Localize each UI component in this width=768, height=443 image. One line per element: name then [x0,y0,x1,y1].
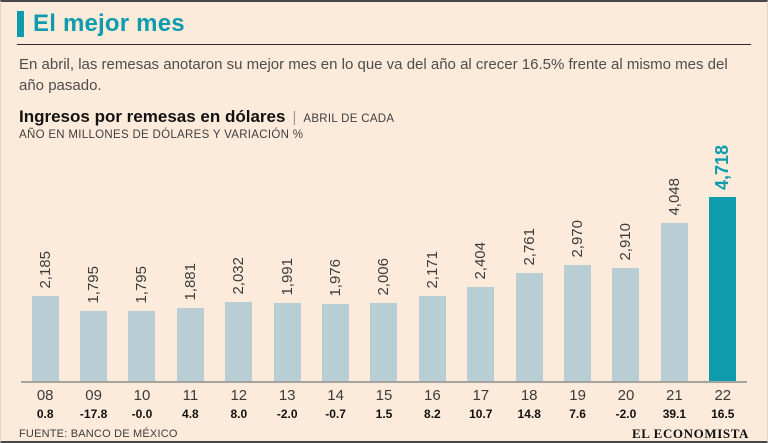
bar-column: 2,171 [418,251,446,381]
brand-logo: EL ECONOMISTA [632,425,749,441]
chart-columns: 2,185 1,795 1,795 1,881 2,032 1,991 1,976 2,006… [21,145,747,381]
bar [418,295,446,381]
chart-title: Ingresos por remesas en dólares [19,106,286,126]
year-label: 11 [182,386,199,404]
bar-highlighted [709,196,737,381]
variation-label: 7.6 [569,406,586,421]
year-label: 18 [520,386,538,404]
bar-column: 1,976 [322,259,350,381]
year-label: 19 [569,386,586,404]
header: El mejor mes [17,10,751,38]
year-label: 22 [714,386,732,404]
year-row: 08 09 10 11 12 13 14 15 16 17 18 19 20 21 22 [21,387,747,404]
year-label: 14 [327,386,344,404]
chart-subtitle-top: ABRIL DE CADA [303,112,395,125]
bar-column: 4,718 [709,144,737,381]
year-label: 20 [617,386,635,404]
year-label: 15 [375,386,393,404]
bar-value-label: 4,048 [665,178,683,216]
bar-value-label: 2,171 [423,251,441,289]
variation-label: 14.8 [517,406,541,421]
bar-column: 2,910 [612,223,640,381]
variation-label: 0.8 [36,406,54,421]
bar [128,310,156,381]
year-label: 12 [230,386,248,404]
bar-column: 2,404 [467,242,495,381]
bar-column: 1,795 [80,266,108,381]
page-title: El mejor mes [33,10,185,37]
bar-value-label: 1,976 [327,259,345,297]
variation-label: -2.0 [276,406,298,421]
chart-title-separator: | [292,108,297,126]
year-label: 16 [424,386,441,404]
variation-label: -2.0 [615,406,637,421]
bar-column: 2,006 [370,258,398,381]
year-label: 13 [278,386,296,404]
x-axis-line [21,380,747,383]
bar [515,272,543,381]
year-label: 17 [472,386,490,404]
intro-text: En abril, las remesas anotaron su mejor … [19,56,728,95]
title-divider [17,44,751,45]
variation-label: -17.8 [79,406,108,421]
bar-column: 2,032 [225,257,253,381]
variation-label: 16.5 [711,406,735,421]
bar-value-label: 2,032 [230,257,248,295]
bar-value-label: 2,910 [617,223,635,261]
bar-column: 2,761 [515,228,543,381]
variation-label: 4.8 [182,406,199,421]
bar-column: 4,048 [660,178,688,381]
chart-subtitle-bottom: AÑO EN MILLONES DE DÓLARES Y VARIACIÓN % [19,128,304,141]
year-label: 09 [85,386,102,404]
bar [370,302,398,381]
bar [322,303,350,381]
bar-value-label: 4,718 [712,144,733,190]
bar [273,302,301,381]
bar-value-label: 2,761 [520,228,538,266]
accent-bar [17,11,24,37]
variation-label: 8.0 [230,406,248,421]
variation-label: 10.7 [469,406,493,421]
bar [564,264,592,381]
year-label: 21 [666,386,683,404]
bar-value-label: 2,404 [472,242,490,280]
bar-value-label: 1,881 [181,263,199,301]
bar-chart: 2,185 1,795 1,795 1,881 2,032 1,991 1,976 2,006… [17,145,751,421]
bar-value-label: 2,970 [569,220,587,258]
year-label: 10 [133,386,151,404]
bar-value-label: 2,006 [375,258,393,296]
source-text: FUENTE: BANCO DE MÉXICO [19,427,178,440]
bar-value-label: 1,795 [85,266,103,304]
bar [80,310,108,381]
bar-column: 2,970 [564,220,592,381]
bar-column: 1,795 [128,266,156,381]
variation-label: -0.7 [325,406,346,421]
bar [225,301,253,381]
footer: FUENTE: BANCO DE MÉXICO EL ECONOMISTA [17,425,751,441]
bar-value-label: 2,185 [36,251,54,289]
bar [467,286,495,381]
variation-label: 39.1 [662,406,687,421]
variation-label: -0.0 [131,406,153,421]
bar [660,222,688,381]
bar-value-label: 1,795 [133,266,151,304]
bar-column: 2,185 [31,251,59,381]
bar [31,295,59,381]
bar-value-label: 1,991 [278,258,296,296]
variation-label: 1.5 [375,406,393,421]
bar-column: 1,881 [176,263,204,381]
bar [176,307,204,381]
year-label: 08 [36,386,54,404]
chart-header: Ingresos por remesas en dólares | ABRIL … [19,107,749,141]
bar-column: 1,991 [273,258,301,381]
variation-label: 8.2 [424,406,441,421]
variation-row: 0.8 -17.8 -0.0 4.8 8.0 -2.0 -0.7 1.5 8.2 10.7 14.8… [21,407,747,421]
bar [612,267,640,381]
